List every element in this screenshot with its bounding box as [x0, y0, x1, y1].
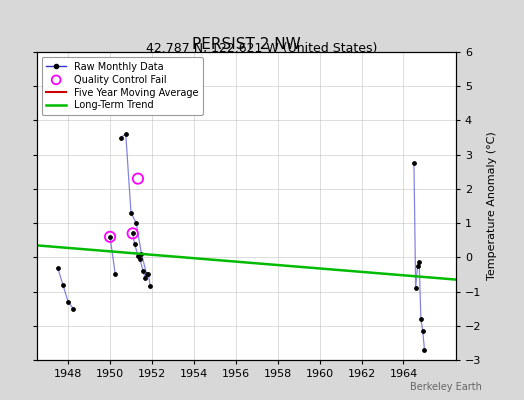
Point: [69, 306, 78, 312]
Point: [143, 271, 151, 278]
Point: [106, 234, 114, 240]
Point: [132, 220, 140, 226]
Point: [127, 210, 135, 216]
Point: [137, 251, 146, 257]
Point: [144, 271, 152, 278]
Point: [128, 230, 137, 236]
Point: [53, 264, 62, 271]
Point: [146, 283, 155, 290]
Point: [111, 271, 119, 278]
Point: [130, 240, 139, 247]
Text: Berkeley Earth: Berkeley Earth: [410, 382, 482, 392]
Point: [136, 256, 144, 262]
Point: [106, 234, 114, 240]
Point: [59, 282, 67, 288]
Point: [420, 346, 429, 353]
Point: [134, 252, 142, 259]
Point: [411, 285, 420, 291]
Text: 42.787 N, 122.621 W (United States): 42.787 N, 122.621 W (United States): [146, 42, 378, 55]
Point: [116, 134, 125, 141]
Point: [410, 160, 418, 166]
Point: [419, 328, 427, 334]
Point: [64, 299, 72, 305]
Legend: Raw Monthly Data, Quality Control Fail, Five Year Moving Average, Long-Term Tren: Raw Monthly Data, Quality Control Fail, …: [41, 57, 203, 115]
Point: [415, 259, 423, 266]
Point: [417, 316, 425, 322]
Point: [128, 230, 137, 236]
Title: PERSIST 2 NW: PERSIST 2 NW: [192, 37, 301, 52]
Y-axis label: Temperature Anomaly (°C): Temperature Anomaly (°C): [487, 132, 497, 280]
Point: [413, 263, 422, 269]
Point: [141, 275, 149, 281]
Point: [134, 176, 142, 182]
Point: [122, 131, 130, 137]
Point: [139, 268, 147, 274]
